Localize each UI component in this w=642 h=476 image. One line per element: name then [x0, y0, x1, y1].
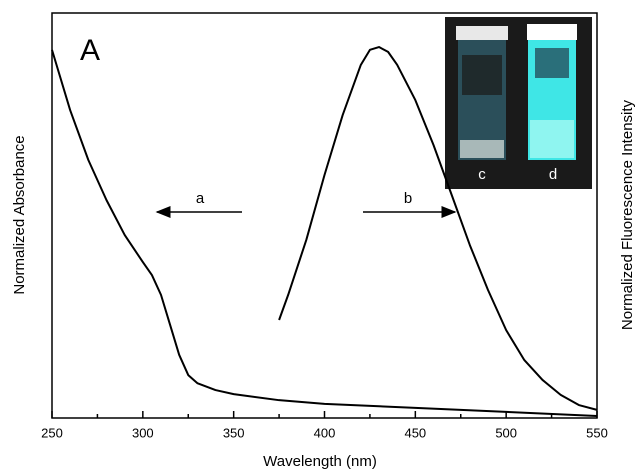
annotation: a	[196, 190, 205, 207]
x-tick-label: 450	[404, 425, 426, 440]
y2-axis-label: Normalized Fluorescence Intensity	[619, 99, 636, 330]
panel-label: A	[80, 34, 100, 67]
x-axis-label: Wavelength (nm)	[263, 453, 377, 470]
x-tick-label: 550	[586, 425, 608, 440]
inset-photo: c d	[445, 17, 592, 189]
x-tick-label: 500	[495, 425, 517, 440]
data-line	[278, 46, 598, 411]
annotation: d	[549, 166, 557, 183]
y-axis-label: Normalized Absorbance	[11, 135, 28, 294]
x-tick-label: 250	[41, 425, 63, 440]
annotation: c	[478, 166, 486, 183]
data-line	[51, 49, 598, 417]
x-tick-label: 300	[132, 425, 154, 440]
x-tick-label: 350	[223, 425, 245, 440]
annotation: b	[404, 190, 412, 207]
x-tick-label: 400	[314, 425, 336, 440]
